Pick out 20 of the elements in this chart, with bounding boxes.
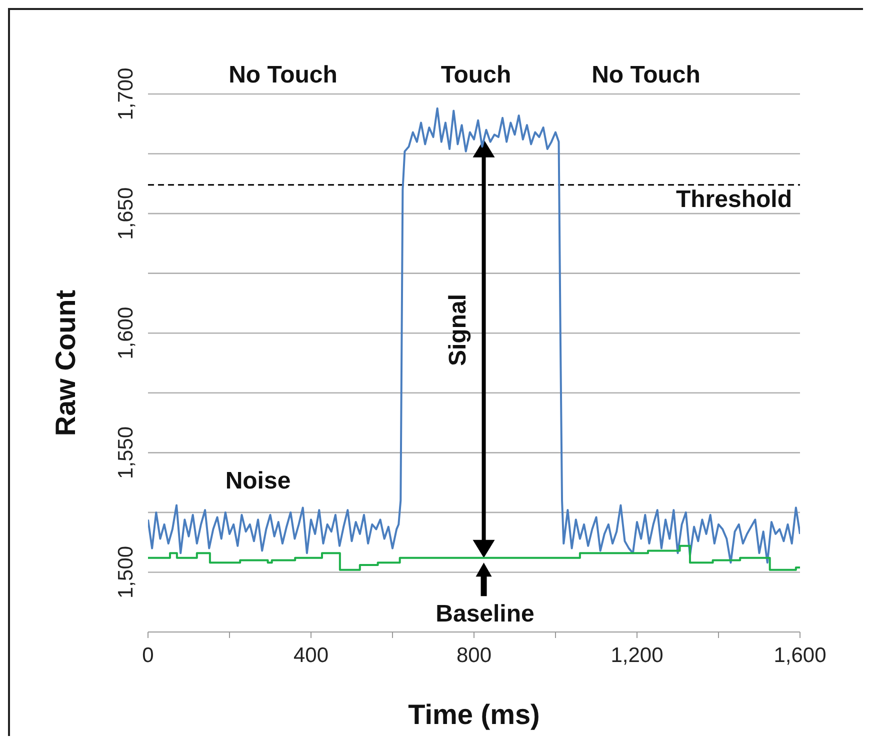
y-tick-label: 1,600 — [114, 306, 138, 360]
x-tick-label: 1,600 — [774, 644, 826, 667]
y-tick-label: 1,700 — [114, 68, 138, 120]
annotation: Signal — [444, 294, 472, 366]
x-tick-label: 0 — [142, 644, 154, 667]
text: No Touch — [228, 62, 338, 88]
y-axis-title: Raw Count — [50, 290, 81, 436]
x-axis-title: Time (ms) — [408, 699, 540, 730]
x-tick-label: 800 — [456, 644, 492, 667]
y-tick-label: 1,650 — [114, 187, 138, 240]
text: Touch — [440, 62, 512, 88]
text: No Touch — [592, 62, 700, 88]
y-tick-label: 1,550 — [114, 426, 138, 479]
line-series — [148, 107, 800, 564]
annotation: Baseline — [436, 600, 534, 628]
x-tick-label: 1,200 — [610, 644, 664, 667]
y-tick-label: 1,500 — [114, 546, 138, 599]
annotation: Noise — [225, 468, 291, 494]
ref-line-label: Threshold — [676, 186, 792, 213]
x-tick-label: 400 — [293, 644, 329, 667]
